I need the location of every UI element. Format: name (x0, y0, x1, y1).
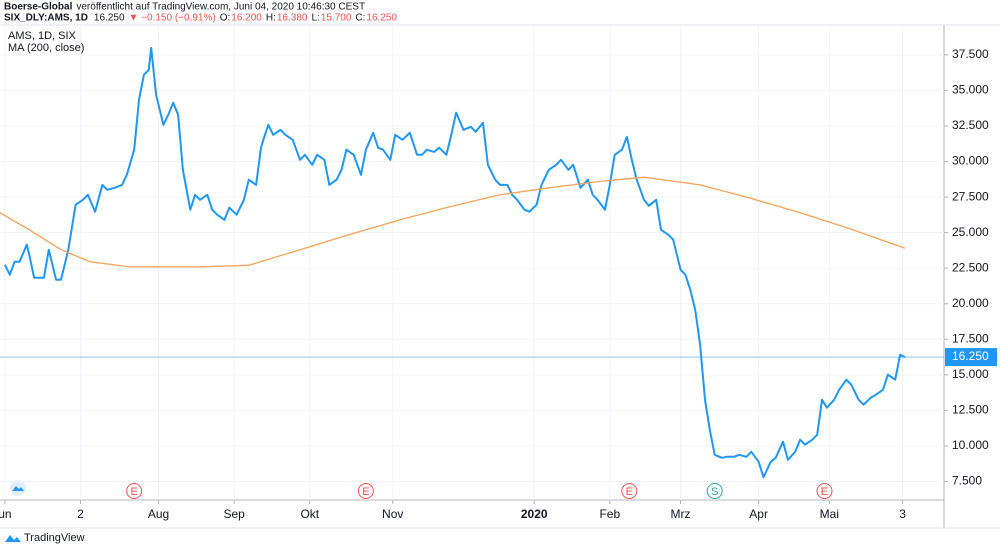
x-tick-label: Okt (300, 507, 319, 521)
event-label: E (362, 486, 369, 498)
event-label: E (130, 486, 137, 498)
event-marker (816, 483, 833, 499)
symbol: SIX_DLY:AMS, 1D (4, 13, 88, 24)
event-marker (357, 483, 374, 499)
y-tick-label: 25.000 (952, 225, 989, 239)
y-tick-label: 30.000 (952, 154, 989, 168)
x-tick-label: Nov (382, 507, 403, 521)
grid (0, 25, 944, 500)
event-label: E (821, 486, 828, 498)
x-tick-label: Feb (599, 507, 620, 521)
event-marker (621, 483, 638, 499)
event-marker (126, 483, 143, 499)
y-tick-label: 35.000 (952, 83, 989, 97)
y-tick-label: 12.500 (952, 403, 989, 417)
y-tick-label: 22.500 (952, 260, 989, 274)
y-tick-label: 37.500 (952, 47, 989, 61)
y-tick-label: 27.500 (952, 189, 989, 203)
y-tick-label: 20.000 (952, 296, 989, 310)
y-tick-label: 17.500 (952, 331, 989, 345)
x-tick-label: 2 (77, 507, 84, 521)
x-tick-label: Apr (749, 507, 768, 521)
x-tick-label: Mai (820, 507, 839, 521)
last-price-label: 16.250 (952, 349, 989, 363)
last-price-box (945, 348, 997, 367)
ohlc-label: H: (266, 13, 276, 24)
ohlc-value: 16.250 (366, 13, 397, 24)
x-tick-label: Mrz (671, 507, 691, 521)
x-tick-label: 2020 (521, 507, 548, 521)
ohlc-label: O: (220, 13, 231, 24)
event-marker (706, 483, 723, 499)
publish-info: veröffentlicht auf TradingView.com, Juni… (76, 2, 365, 13)
ohlc-label: L: (311, 13, 319, 24)
x-tick-label: un (0, 507, 12, 521)
price: 16.250 (94, 13, 125, 24)
ohlc-value: 15.700 (321, 13, 352, 24)
y-tick-label: 10.000 (952, 438, 989, 452)
logo (5, 535, 21, 542)
x-tick-label: Sep (223, 507, 245, 521)
symbol-line: SIX_DLY:AMS, 1D 16.250 ▼ −0.150 (−0.91%) O… (4, 13, 397, 24)
x-tick-label: Aug (148, 507, 169, 521)
chart-logo (10, 480, 26, 496)
ohlc-label: C: (355, 13, 365, 24)
author: Boerse-Global (4, 2, 73, 13)
ohlc-value: 16.200 (231, 13, 262, 24)
ohlc-value: 16.380 (277, 13, 308, 24)
change: ▼ −0.150 (−0.91%) (129, 13, 216, 24)
y-tick-label: 15.000 (952, 367, 989, 381)
y-tick-label: 32.500 (952, 118, 989, 132)
event-label: E (626, 486, 633, 498)
series-line (0, 176, 906, 268)
brand: TradingView (24, 532, 85, 544)
legend-entry: MA (200, close) (8, 42, 84, 54)
x-tick-label: 3 (899, 507, 906, 521)
legend-entry: AMS, 1D, SIX (8, 30, 77, 42)
series-line (4, 46, 906, 479)
event-label: S (711, 486, 718, 498)
y-tick-label: 7.500 (952, 474, 982, 488)
